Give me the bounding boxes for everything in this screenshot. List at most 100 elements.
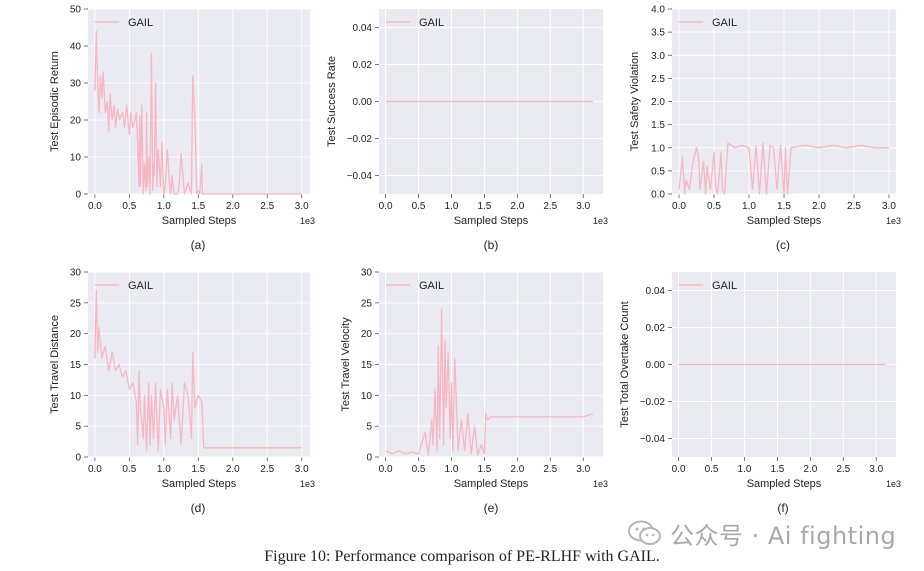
x-tick-label: 2.0: [226, 201, 240, 212]
x-axis-multiplier: 1e3: [886, 479, 901, 489]
y-tick-label: 10: [70, 153, 82, 164]
chart-panel-3: 0.0 0.5 1.0 1.5 2.0 2.5 3.0 0.0 0.5 1.0 1.5 2.0 2.5 3…: [629, 5, 901, 253]
x-axis-label: Sampled Steps: [747, 478, 822, 490]
chart-panel-5: 0.0 0.5 1.0 1.5 2.0 2.5 3.0 0 5 10 15 20 25 30 GAIL 1e3…: [340, 268, 608, 516]
x-tick-label: 2.5: [836, 464, 850, 475]
chart-panel-1: 0.0 0.5 1.0 1.5 2.0 2.5 3.0 0 10 20 30 40 50 GAIL 1e3 S…: [49, 5, 315, 253]
y-axis-label: Test Success Rate: [326, 56, 338, 147]
plot-area: [88, 9, 310, 194]
legend-label: GAIL: [128, 280, 153, 292]
legend: GAIL: [386, 17, 444, 29]
y-tick-label: 30: [70, 268, 82, 279]
legend-label: GAIL: [712, 280, 737, 292]
x-tick-label: 1.0: [445, 201, 459, 212]
y-tick-label: 15: [361, 360, 373, 371]
legend: GAIL: [95, 17, 153, 29]
x-tick-label: 2.0: [226, 464, 240, 475]
x-axis-label: Sampled Steps: [162, 478, 237, 490]
y-tick-label: 25: [70, 298, 82, 309]
y-tick-label: 0: [75, 190, 81, 201]
y-tick-label: 15: [70, 360, 82, 371]
panel-label: (c): [776, 238, 790, 252]
y-tick-label: 25: [361, 298, 373, 309]
y-tick-label: −0.04: [640, 434, 666, 445]
legend-label: GAIL: [712, 17, 737, 29]
chart-panel-4: 0.0 0.5 1.0 1.5 2.0 2.5 3.0 0 5 10 15 20 25 30 GAIL 1e3…: [49, 268, 315, 516]
panel-label: (a): [191, 238, 206, 252]
x-axis-label: Sampled Steps: [454, 215, 529, 227]
x-axis-label: Sampled Steps: [162, 215, 237, 227]
x-tick-label: 1.0: [742, 201, 756, 212]
x-tick-label: 2.0: [812, 201, 826, 212]
x-tick-label: 0.5: [412, 464, 426, 475]
x-tick-label: 2.5: [543, 201, 557, 212]
y-tick-label: 0.04: [646, 286, 666, 297]
x-tick-label: 1.0: [157, 201, 171, 212]
x-tick-label: 0.0: [672, 464, 686, 475]
series-line-gail: [94, 30, 302, 195]
y-tick-label: 0.0: [651, 190, 665, 201]
y-tick-label: 0: [75, 453, 81, 464]
panel-label: (b): [484, 238, 499, 252]
x-tick-label: 0.0: [672, 201, 686, 212]
x-tick-label: 1.0: [157, 464, 171, 475]
x-tick-label: 3.0: [576, 464, 590, 475]
y-tick-label: 2.5: [651, 74, 665, 85]
y-tick-label: 20: [361, 329, 373, 340]
y-tick-label: 5: [75, 422, 81, 433]
y-tick-label: 0.02: [353, 60, 373, 71]
x-tick-label: 0.5: [122, 201, 136, 212]
y-tick-label: 0.00: [646, 360, 666, 371]
y-tick-label: 0.5: [651, 166, 665, 177]
y-tick-label: 2.0: [651, 97, 665, 108]
y-axis-label: Test Travel Velocity: [340, 317, 352, 412]
x-axis-multiplier: 1e3: [886, 216, 901, 226]
x-tick-label: 2.0: [803, 464, 817, 475]
x-tick-label: 0.0: [88, 464, 102, 475]
panel-label: (d): [191, 501, 206, 515]
legend-label: GAIL: [128, 17, 153, 29]
panel-label: (f): [777, 501, 788, 515]
legend-label: GAIL: [419, 17, 444, 29]
y-tick-label: 0: [366, 453, 372, 464]
y-tick-label: 30: [361, 268, 373, 279]
x-axis-multiplier: 1e3: [300, 216, 315, 226]
x-tick-label: 1.5: [777, 201, 791, 212]
x-tick-label: 3.0: [576, 201, 590, 212]
x-axis-multiplier: 1e3: [593, 216, 608, 226]
series-line-gail: [385, 308, 594, 456]
y-tick-label: 4.0: [651, 5, 665, 16]
y-tick-label: 5: [366, 422, 372, 433]
x-tick-label: 3.0: [869, 464, 883, 475]
x-tick-label: 2.5: [260, 464, 274, 475]
watermark: 公众号 · Ai fighting: [628, 516, 918, 550]
y-tick-label: 3.0: [651, 51, 665, 62]
y-axis-label: Test Total Overtake Count: [619, 301, 631, 427]
x-tick-label: 1.0: [445, 464, 459, 475]
x-axis-multiplier: 1e3: [593, 479, 608, 489]
x-tick-label: 2.5: [543, 464, 557, 475]
legend: GAIL: [679, 17, 737, 29]
legend-label: GAIL: [419, 280, 444, 292]
y-tick-label: 0.00: [353, 97, 373, 108]
y-tick-label: 20: [70, 329, 82, 340]
x-tick-label: 0.5: [705, 464, 719, 475]
x-axis-label: Sampled Steps: [454, 478, 529, 490]
y-axis-label: Test Travel Distance: [49, 315, 61, 414]
figure-caption: Figure 10: Performance comparison of PE-…: [264, 548, 660, 565]
x-tick-label: 0.5: [122, 464, 136, 475]
y-tick-label: 50: [70, 5, 82, 16]
watermark-text: 公众号 · Ai fighting: [670, 521, 897, 550]
y-tick-label: 10: [70, 391, 82, 402]
x-tick-label: 1.5: [191, 201, 205, 212]
x-axis-label: Sampled Steps: [747, 215, 822, 227]
chart-panel-2: 0.0 0.5 1.0 1.5 2.0 2.5 3.0 −0.04 −0.02 0.00 0.02 0…: [326, 9, 608, 252]
y-tick-label: 0.04: [353, 23, 373, 34]
x-tick-label: 2.5: [260, 201, 274, 212]
chart-panel-6: 0.0 0.5 1.0 1.5 2.0 2.5 3.0 −0.04 −0.02 0.00 0.02 0…: [619, 272, 901, 515]
y-tick-label: 1.5: [651, 120, 665, 131]
y-tick-label: 3.5: [651, 28, 665, 39]
x-tick-label: 1.5: [770, 464, 784, 475]
legend: GAIL: [679, 280, 737, 292]
x-axis-multiplier: 1e3: [300, 479, 315, 489]
